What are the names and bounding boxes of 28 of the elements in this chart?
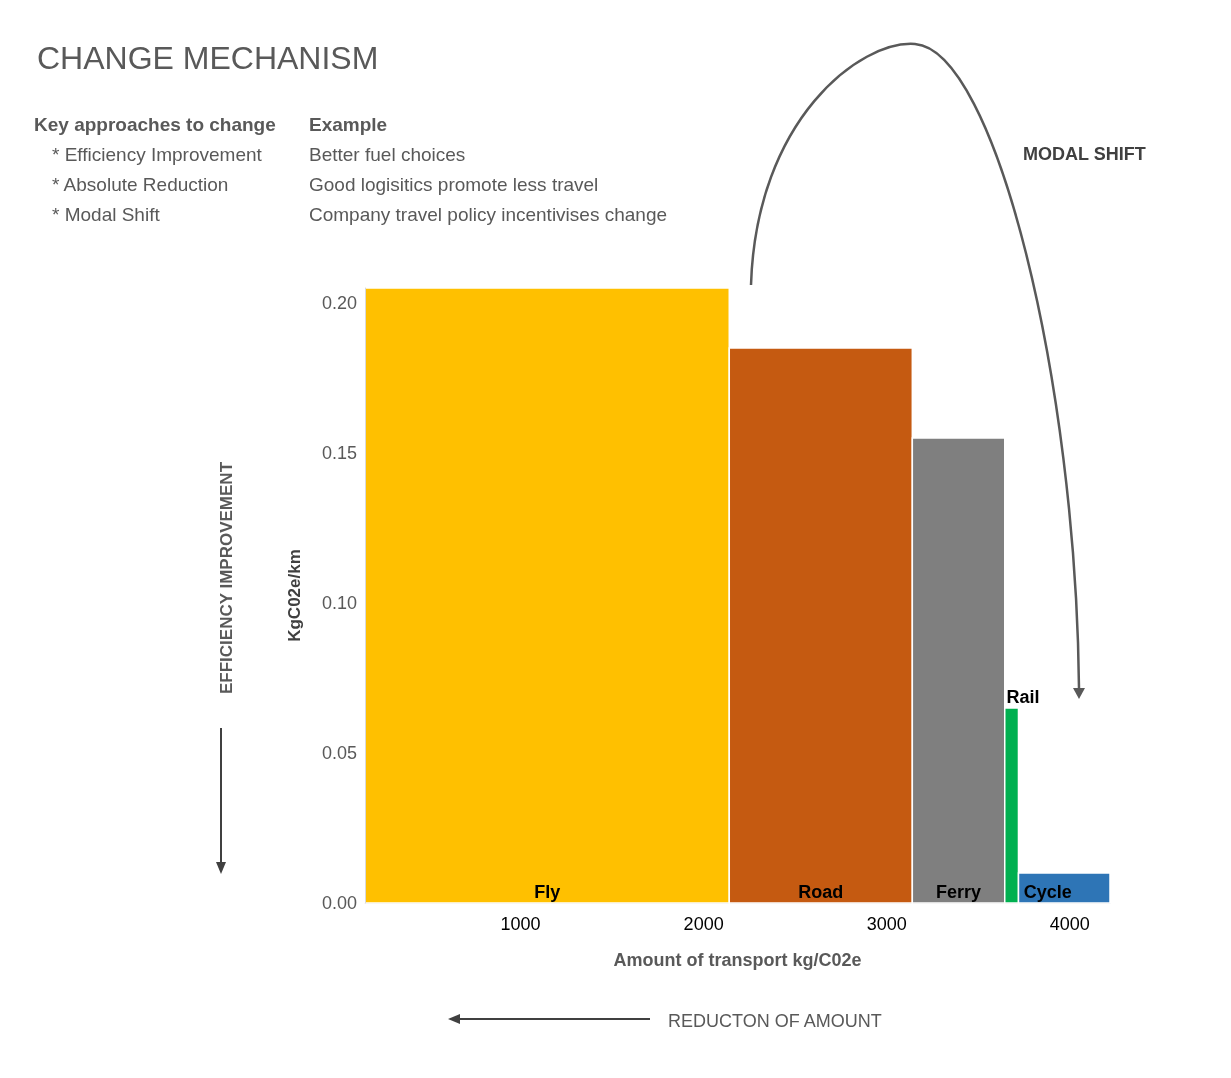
y-tick-label: 0.05 <box>321 743 357 763</box>
text: * Efficiency Improvement <box>52 144 262 165</box>
annotation: Fly <box>534 882 561 902</box>
y-axis-title: KgC02e/km <box>285 549 304 642</box>
text: Company travel policy incentivises change <box>309 204 668 225</box>
chart-title: CHANGE MECHANISM <box>37 40 379 76</box>
text: Good logisitics promote less travel <box>309 174 599 195</box>
y-tick-label: 0.00 <box>321 893 357 913</box>
x-tick-label: 2000 <box>683 914 724 934</box>
text: Example <box>309 114 388 135</box>
annotation: Road <box>798 882 844 902</box>
x-tick-label: 3000 <box>866 914 907 934</box>
text: Key approaches to change <box>34 114 276 135</box>
text: * Modal Shift <box>52 204 160 225</box>
text: MODAL SHIFT <box>1023 144 1146 164</box>
x-tick-label: 4000 <box>1049 914 1090 934</box>
x-axis-title: Amount of transport kg/C02e <box>613 950 862 970</box>
annotation: Rail <box>1006 687 1040 707</box>
annotation: Cycle <box>1023 882 1072 902</box>
annotation: Ferry <box>935 882 981 902</box>
y-tick-label: 0.10 <box>321 593 357 613</box>
y-tick-label: 0.20 <box>321 293 357 313</box>
text: REDUCTON OF AMOUNT <box>668 1011 882 1031</box>
y-tick-label: 0.15 <box>321 443 357 463</box>
text: Better fuel choices <box>309 144 466 165</box>
text: EFFICIENCY IMPROVEMENT <box>216 461 236 695</box>
text: * Absolute Reduction <box>52 174 229 195</box>
x-tick-label: 1000 <box>500 914 541 934</box>
